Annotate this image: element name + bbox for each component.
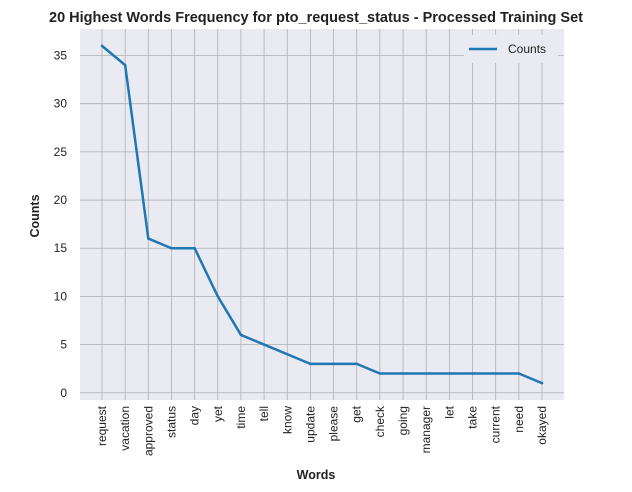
data-point (170, 247, 173, 250)
data-point (309, 362, 312, 366)
x-tick-label: check (373, 405, 387, 437)
data-point (147, 237, 150, 240)
x-tick-label: yet (211, 405, 225, 422)
data-point (123, 63, 127, 67)
grid-lines (80, 29, 564, 400)
data-point (355, 362, 358, 366)
legend: Counts (464, 35, 558, 63)
data-point (378, 372, 382, 375)
data-point (494, 372, 497, 375)
x-tick-label: approved (141, 406, 155, 456)
x-tick-label: okayed (535, 406, 549, 445)
y-tick-label: 0 (60, 386, 67, 400)
data-point (332, 362, 335, 366)
x-tick-label: please (327, 406, 341, 442)
y-tick-label: 25 (54, 145, 68, 159)
y-tick-label: 30 (54, 97, 68, 111)
data-point (239, 333, 243, 337)
plot-area (80, 29, 564, 400)
x-tick-label: let (442, 405, 456, 418)
y-tick-label: 15 (54, 241, 68, 255)
y-tick-labels: 0 5 10 15 20 25 30 35 (54, 49, 68, 400)
x-tick-label: take (466, 406, 480, 429)
x-axis-label: Words (297, 468, 336, 482)
x-tick-label: get (350, 405, 364, 422)
x-tick-label: vacation (118, 406, 132, 451)
x-tick-label: status (164, 406, 178, 438)
data-point (286, 353, 289, 356)
x-tick-label: know (280, 406, 294, 434)
y-axis-label: Counts (28, 194, 42, 237)
legend-label-counts: Counts (508, 42, 546, 56)
y-tick-label: 5 (60, 338, 67, 352)
data-point (262, 343, 266, 346)
x-tick-labels: request vacation approved status day yet time t… (95, 405, 549, 456)
data-point (193, 247, 196, 250)
x-tick-label: tell (257, 406, 271, 421)
data-point (425, 372, 428, 375)
data-point (517, 372, 521, 375)
data-point (448, 372, 451, 375)
y-tick-label: 20 (54, 193, 68, 207)
data-point (216, 295, 219, 298)
x-tick-label: request (95, 405, 109, 446)
data-point (540, 381, 544, 385)
data-point (100, 44, 104, 48)
x-tick-label: manager (419, 406, 433, 453)
x-tick-label: need (512, 406, 526, 433)
data-point (401, 372, 405, 375)
x-tick-label: time (234, 406, 248, 429)
x-tick-label: day (188, 406, 202, 425)
x-tick-label: current (489, 405, 503, 443)
y-tick-label: 10 (54, 289, 68, 303)
y-tick-label: 35 (54, 49, 68, 63)
chart-title: 20 Highest Words Frequency for pto_reque… (49, 10, 583, 26)
series-layer (100, 44, 544, 385)
x-tick-label: going (396, 406, 410, 435)
data-point (471, 372, 474, 375)
series-line-counts (100, 44, 544, 385)
x-tick-label: update (303, 406, 317, 443)
